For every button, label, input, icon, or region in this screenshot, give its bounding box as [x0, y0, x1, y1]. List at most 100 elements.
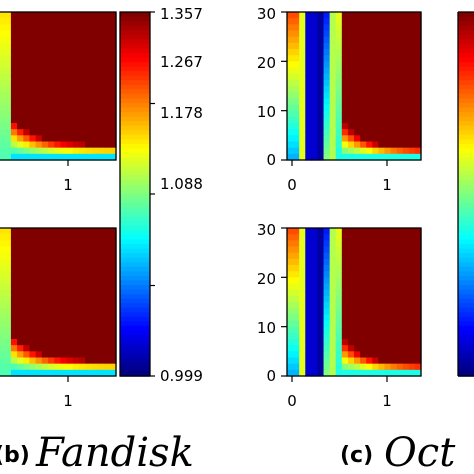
heatmap-cell — [48, 271, 55, 278]
heatmap-cell — [396, 345, 404, 352]
heatmap-cell — [41, 339, 49, 346]
heatmap-cell — [305, 351, 312, 359]
heatmap-cell — [103, 332, 111, 340]
heatmap-cell — [378, 61, 386, 69]
heatmap-cell — [17, 258, 24, 266]
heatmap-cell — [402, 79, 410, 87]
heatmap-cell — [378, 289, 386, 297]
heatmap-cell — [0, 55, 6, 62]
colorbar-segment — [120, 148, 150, 154]
heatmap-cell — [360, 116, 367, 124]
heatmap-cell — [293, 240, 300, 248]
heatmap-cell — [317, 135, 325, 143]
heatmap-cell — [17, 30, 24, 38]
colorbar-segment — [458, 21, 474, 27]
heatmap-cell — [329, 49, 337, 56]
heatmap-cell — [0, 258, 6, 266]
heatmap-cell — [299, 265, 306, 272]
heatmap-cell — [54, 369, 61, 377]
heatmap-cell — [372, 18, 379, 25]
heatmap-cell — [85, 246, 92, 254]
heatmap-cell — [29, 49, 37, 56]
heatmap-cell — [109, 110, 117, 118]
heatmap-cell — [372, 228, 379, 235]
heatmap-cell — [10, 295, 18, 303]
colorbar-segment — [458, 143, 474, 150]
heatmap-cell — [97, 110, 105, 118]
heatmap-cell — [85, 116, 92, 124]
heatmap-cell — [0, 24, 6, 32]
heatmap-cell — [10, 332, 18, 340]
heatmap-cell — [323, 79, 331, 87]
heatmap-cell — [378, 351, 386, 359]
heatmap-cell — [414, 147, 422, 155]
heatmap-cell — [35, 246, 43, 254]
heatmap-cell — [341, 295, 349, 303]
heatmap-cell — [366, 123, 373, 130]
heatmap-cell — [384, 228, 392, 235]
heatmap-cell — [408, 271, 416, 278]
heatmap-cell — [91, 42, 99, 50]
heatmap-cell — [91, 339, 99, 346]
heatmap-cell — [17, 79, 24, 87]
heatmap-cell — [384, 49, 392, 56]
heatmap-cell — [317, 295, 325, 303]
heatmap-cell — [360, 271, 367, 278]
heatmap-cell — [366, 252, 373, 260]
heatmap-cell — [390, 283, 398, 291]
heatmap-cell — [305, 369, 312, 377]
y-tick-label: 10 — [257, 319, 276, 337]
heatmap-cell — [72, 351, 80, 359]
heatmap-cell — [54, 135, 61, 143]
heatmap-cell — [91, 36, 99, 44]
heatmap-cell — [390, 147, 398, 155]
heatmap-cell — [299, 240, 306, 248]
heatmap-cell — [378, 295, 386, 303]
heatmap-cell — [408, 116, 416, 124]
heatmap-cell — [60, 332, 68, 340]
heatmap-cell — [305, 141, 312, 149]
heatmap-cell — [354, 351, 361, 359]
heatmap-cell — [384, 104, 392, 112]
heatmap-cell — [29, 234, 37, 241]
heatmap-cell — [85, 123, 92, 130]
heatmap-cell — [287, 289, 294, 297]
heatmap-cell — [4, 92, 12, 99]
heatmap-cell — [384, 320, 392, 328]
heatmap-cell — [72, 141, 80, 149]
heatmap-cell — [4, 357, 12, 365]
colorbar-segment — [120, 43, 150, 50]
heatmap-cell — [384, 135, 392, 143]
heatmap-cell — [41, 49, 49, 56]
heatmap-cell — [66, 326, 74, 334]
heatmap-cell — [85, 153, 92, 161]
colorbar-segment — [120, 125, 150, 131]
heatmap-cell — [287, 246, 294, 254]
heatmap-cell — [0, 116, 6, 124]
heatmap-cell — [48, 147, 55, 155]
heatmap-cell — [323, 252, 331, 260]
heatmap-cell — [23, 49, 31, 56]
heatmap-cell — [402, 252, 410, 260]
heatmap-cell — [396, 42, 404, 50]
heatmap-cell — [103, 24, 111, 32]
heatmap-cell — [41, 92, 49, 99]
heatmap-cell — [287, 30, 294, 38]
heatmap-cell — [66, 258, 74, 266]
heatmap-cell — [85, 12, 92, 19]
heatmap-cell — [408, 308, 416, 315]
heatmap-cell — [414, 49, 422, 56]
heatmap-cell — [4, 135, 12, 143]
caption-name-fandisk: Fandisk — [35, 430, 194, 474]
heatmap-cell — [299, 135, 306, 143]
heatmap-cell — [60, 295, 68, 303]
heatmap-cell — [378, 42, 386, 50]
heatmap-cell — [329, 277, 337, 285]
heatmap-cell — [354, 308, 361, 315]
heatmap-cell — [97, 332, 105, 340]
heatmap-cell — [54, 240, 61, 248]
heatmap-cell — [396, 283, 404, 291]
heatmap-cell — [366, 308, 373, 315]
colorbar-segment — [458, 212, 474, 218]
heatmap-cell — [97, 123, 105, 130]
